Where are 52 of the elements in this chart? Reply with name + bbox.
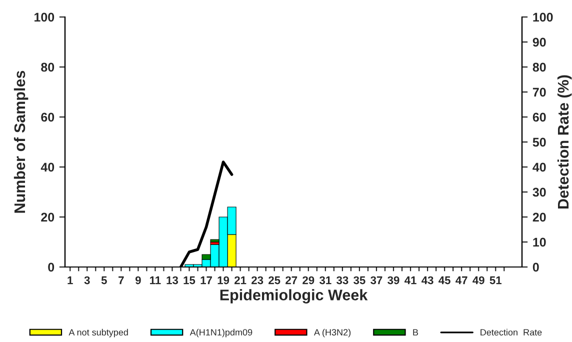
- x-tick-label: 17: [200, 276, 212, 284]
- line-series: [179, 160, 234, 267]
- y2-tick-label: 50: [532, 138, 546, 147]
- y-tick-label: 20: [41, 212, 54, 222]
- x-tick-label: 3: [84, 276, 90, 284]
- x-tick-label: 19: [218, 276, 230, 284]
- y2-tick-label: 10: [533, 238, 546, 247]
- x-tick-label: 33: [336, 276, 348, 284]
- y2-axis-title: Detection Rate (%): [557, 75, 572, 208]
- x-tick-label: 7: [118, 276, 124, 284]
- x-tick-label: 13: [166, 276, 178, 284]
- x-tick-label: 25: [268, 276, 280, 284]
- x-tick-label: 31: [319, 276, 332, 284]
- x-tick-label: 27: [286, 276, 298, 284]
- legend-label: A not subtyped: [68, 328, 128, 338]
- y2-tick-label: 90: [532, 38, 546, 47]
- y2-tick-label: 30: [532, 188, 546, 197]
- y2-tick-label: 60: [532, 112, 546, 122]
- y-tick-label: 0: [48, 262, 54, 272]
- x-axis-title: Epidemiologic Week: [220, 289, 368, 304]
- x-tick-label: 39: [388, 276, 400, 284]
- x-tick-label: 41: [404, 276, 416, 284]
- x-tick-label: 45: [438, 276, 450, 284]
- y2-tick-label: 80: [532, 62, 546, 72]
- y-tick-label: 40: [40, 162, 54, 172]
- x-tick-label: 37: [370, 276, 382, 284]
- y-axis-title: Number of Samples: [14, 70, 28, 213]
- legend-label: B: [413, 329, 418, 336]
- x-tick-label: 1: [68, 276, 73, 284]
- x-tick-label: 51: [490, 276, 502, 284]
- x-tick-label: 29: [302, 276, 314, 284]
- y-tick-label: 80: [41, 62, 54, 72]
- x-tick-label: 9: [135, 276, 141, 284]
- y2-tick-label: 70: [532, 88, 546, 97]
- y2-tick-label: 100: [533, 12, 553, 22]
- y2-tick-label: 20: [532, 212, 546, 222]
- x-tick-label: 35: [354, 276, 366, 284]
- legend-label: A (H3N2): [314, 328, 351, 338]
- x-tick-label: 15: [184, 276, 196, 284]
- y-tick-label: 100: [34, 12, 54, 22]
- y-tick-label: 60: [41, 112, 54, 122]
- x-tick-label: 47: [456, 276, 468, 284]
- x-tick-label: 23: [252, 276, 264, 284]
- y2-tick-label: 40: [532, 162, 546, 172]
- x-tick-label: 11: [150, 276, 161, 284]
- x-tick-label: 21: [234, 276, 246, 284]
- y2-tick-label: 0: [532, 262, 539, 272]
- x-tick-label: 49: [472, 276, 484, 284]
- legend-label: Detection Rate: [480, 328, 542, 336]
- legend-label: A(H1N1)pdm09: [190, 328, 252, 338]
- x-tick-label: 5: [101, 276, 107, 284]
- x-tick-label: 43: [422, 276, 434, 284]
